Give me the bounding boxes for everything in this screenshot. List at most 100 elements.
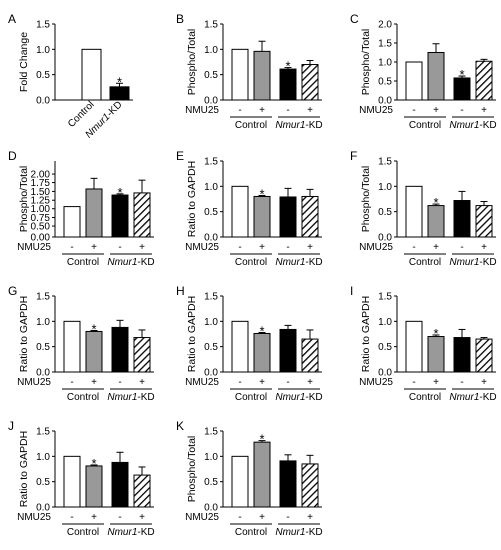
treatment-value: + (139, 242, 145, 253)
bar (111, 461, 129, 508)
bar (405, 61, 423, 101)
group-label: Control (409, 257, 441, 268)
treatment-value: + (307, 512, 313, 523)
y-tick-label: 0.50 (31, 222, 51, 233)
treatment-value: - (118, 512, 121, 523)
bar (231, 320, 249, 373)
treatment-label: NMU25 (185, 377, 219, 388)
panel-letter: F (350, 149, 357, 163)
group-label: Nmur1-KD (449, 257, 496, 268)
y-tick-label: 2.0 (378, 20, 392, 31)
y-tick-label: 1.5 (36, 292, 50, 303)
group-label-suffix: -KD (305, 120, 322, 131)
treatment-value: + (481, 242, 487, 253)
group-label: Nmur1-KD (275, 527, 322, 538)
panel-E: E 0.0 0.5 1.0 1.5 Ratio to GAPDH * NMU25 - + - + Con… (176, 149, 323, 268)
bar (133, 337, 151, 373)
significance-star: * (91, 321, 96, 336)
bar (453, 200, 471, 238)
bar (85, 465, 103, 508)
panel-letter: G (8, 284, 17, 298)
panel-I: I 0.0 0.5 1.0 1.5 Ratio to GAPDH * NMU25 - + - + Con… (350, 284, 497, 403)
y-axis-label: Fold Change (18, 32, 30, 92)
bar (279, 196, 297, 238)
y-tick-label: 0.0 (204, 233, 218, 244)
treatment-value: - (238, 512, 241, 523)
y-tick-label: 1.5 (36, 20, 50, 31)
bar (111, 326, 129, 373)
treatment-value: + (433, 377, 439, 388)
y-axis-label: Phospho/Total (360, 29, 372, 96)
bar (63, 455, 81, 508)
bar (253, 50, 271, 101)
group-label: Nmur1-KD (107, 527, 154, 538)
treatment-label: NMU25 (359, 242, 393, 253)
y-tick-label: 1.5 (378, 292, 392, 303)
y-tick-label: 0.5 (36, 342, 50, 353)
panel-letter: B (176, 12, 184, 26)
significance-star: * (433, 326, 438, 341)
treatment-value: - (412, 377, 415, 388)
bar (133, 192, 151, 238)
significance-star: * (259, 432, 264, 447)
treatment-value: + (307, 377, 313, 388)
y-tick-label: 0.0 (204, 368, 218, 379)
group-label: Control (409, 392, 441, 403)
y-axis-label: Phospho/Total (186, 436, 198, 503)
treatment-value: - (70, 512, 73, 523)
bar (405, 185, 423, 238)
bar (427, 205, 445, 238)
panel-C: C 0.0 0.5 1.0 1.5 2.0 Phospho/Total * NMU25 - + - + C… (350, 12, 497, 131)
y-tick-label: 0.75 (31, 213, 51, 224)
treatment-value: - (412, 105, 415, 116)
group-label-italic: Nmur1 (449, 120, 479, 131)
treatment-value: - (118, 242, 121, 253)
treatment-value: + (259, 377, 265, 388)
y-tick-label: 1.0 (378, 317, 392, 328)
treatment-label: NMU25 (359, 105, 393, 116)
panel-letter: K (176, 419, 184, 433)
bar (231, 48, 249, 101)
group-label-italic: Nmur1 (449, 392, 479, 403)
panel-letter: A (8, 12, 16, 26)
group-label: Nmur1-KD (107, 257, 154, 268)
treatment-value: + (433, 105, 439, 116)
y-tick-label: 1.5 (204, 292, 218, 303)
group-label-suffix: -KD (305, 392, 322, 403)
treatment-label: NMU25 (17, 377, 51, 388)
significance-star: * (285, 59, 290, 74)
treatment-label: NMU25 (17, 242, 51, 253)
bar (231, 185, 249, 238)
treatment-value: + (139, 377, 145, 388)
group-label: Control (235, 120, 267, 131)
bar (253, 441, 271, 508)
y-tick-label: 1.0 (36, 45, 50, 56)
y-tick-label: 0.5 (204, 342, 218, 353)
treatment-value: + (433, 242, 439, 253)
bar (453, 337, 471, 373)
group-label: Nmur1-KD (449, 392, 496, 403)
treatment-value: - (460, 377, 463, 388)
panel-J: J 0.0 0.5 1.0 1.5 Ratio to GAPDH * NMU25 - + - + Con… (8, 419, 155, 538)
y-tick-label: 0.0 (204, 503, 218, 514)
treatment-value: + (91, 242, 97, 253)
treatment-value: - (118, 377, 121, 388)
group-label: Nmur1-KD (449, 120, 496, 131)
treatment-label: NMU25 (359, 377, 393, 388)
y-axis-label: Ratio to GAPDH (18, 431, 30, 507)
bar (253, 332, 271, 373)
significance-star: * (259, 186, 264, 201)
y-tick-label: 0.0 (36, 96, 50, 107)
treatment-label: NMU25 (185, 105, 219, 116)
bar (85, 188, 103, 238)
treatment-value: + (481, 105, 487, 116)
group-label: Control (235, 392, 267, 403)
treatment-value: - (238, 105, 241, 116)
group-label: Control (67, 392, 99, 403)
y-tick-label: 1.0 (378, 58, 392, 69)
group-label-suffix: -KD (479, 392, 496, 403)
bar (427, 52, 445, 101)
y-tick-label: 1.0 (36, 317, 50, 328)
bar (301, 64, 319, 101)
y-tick-label: 1.5 (378, 39, 392, 50)
